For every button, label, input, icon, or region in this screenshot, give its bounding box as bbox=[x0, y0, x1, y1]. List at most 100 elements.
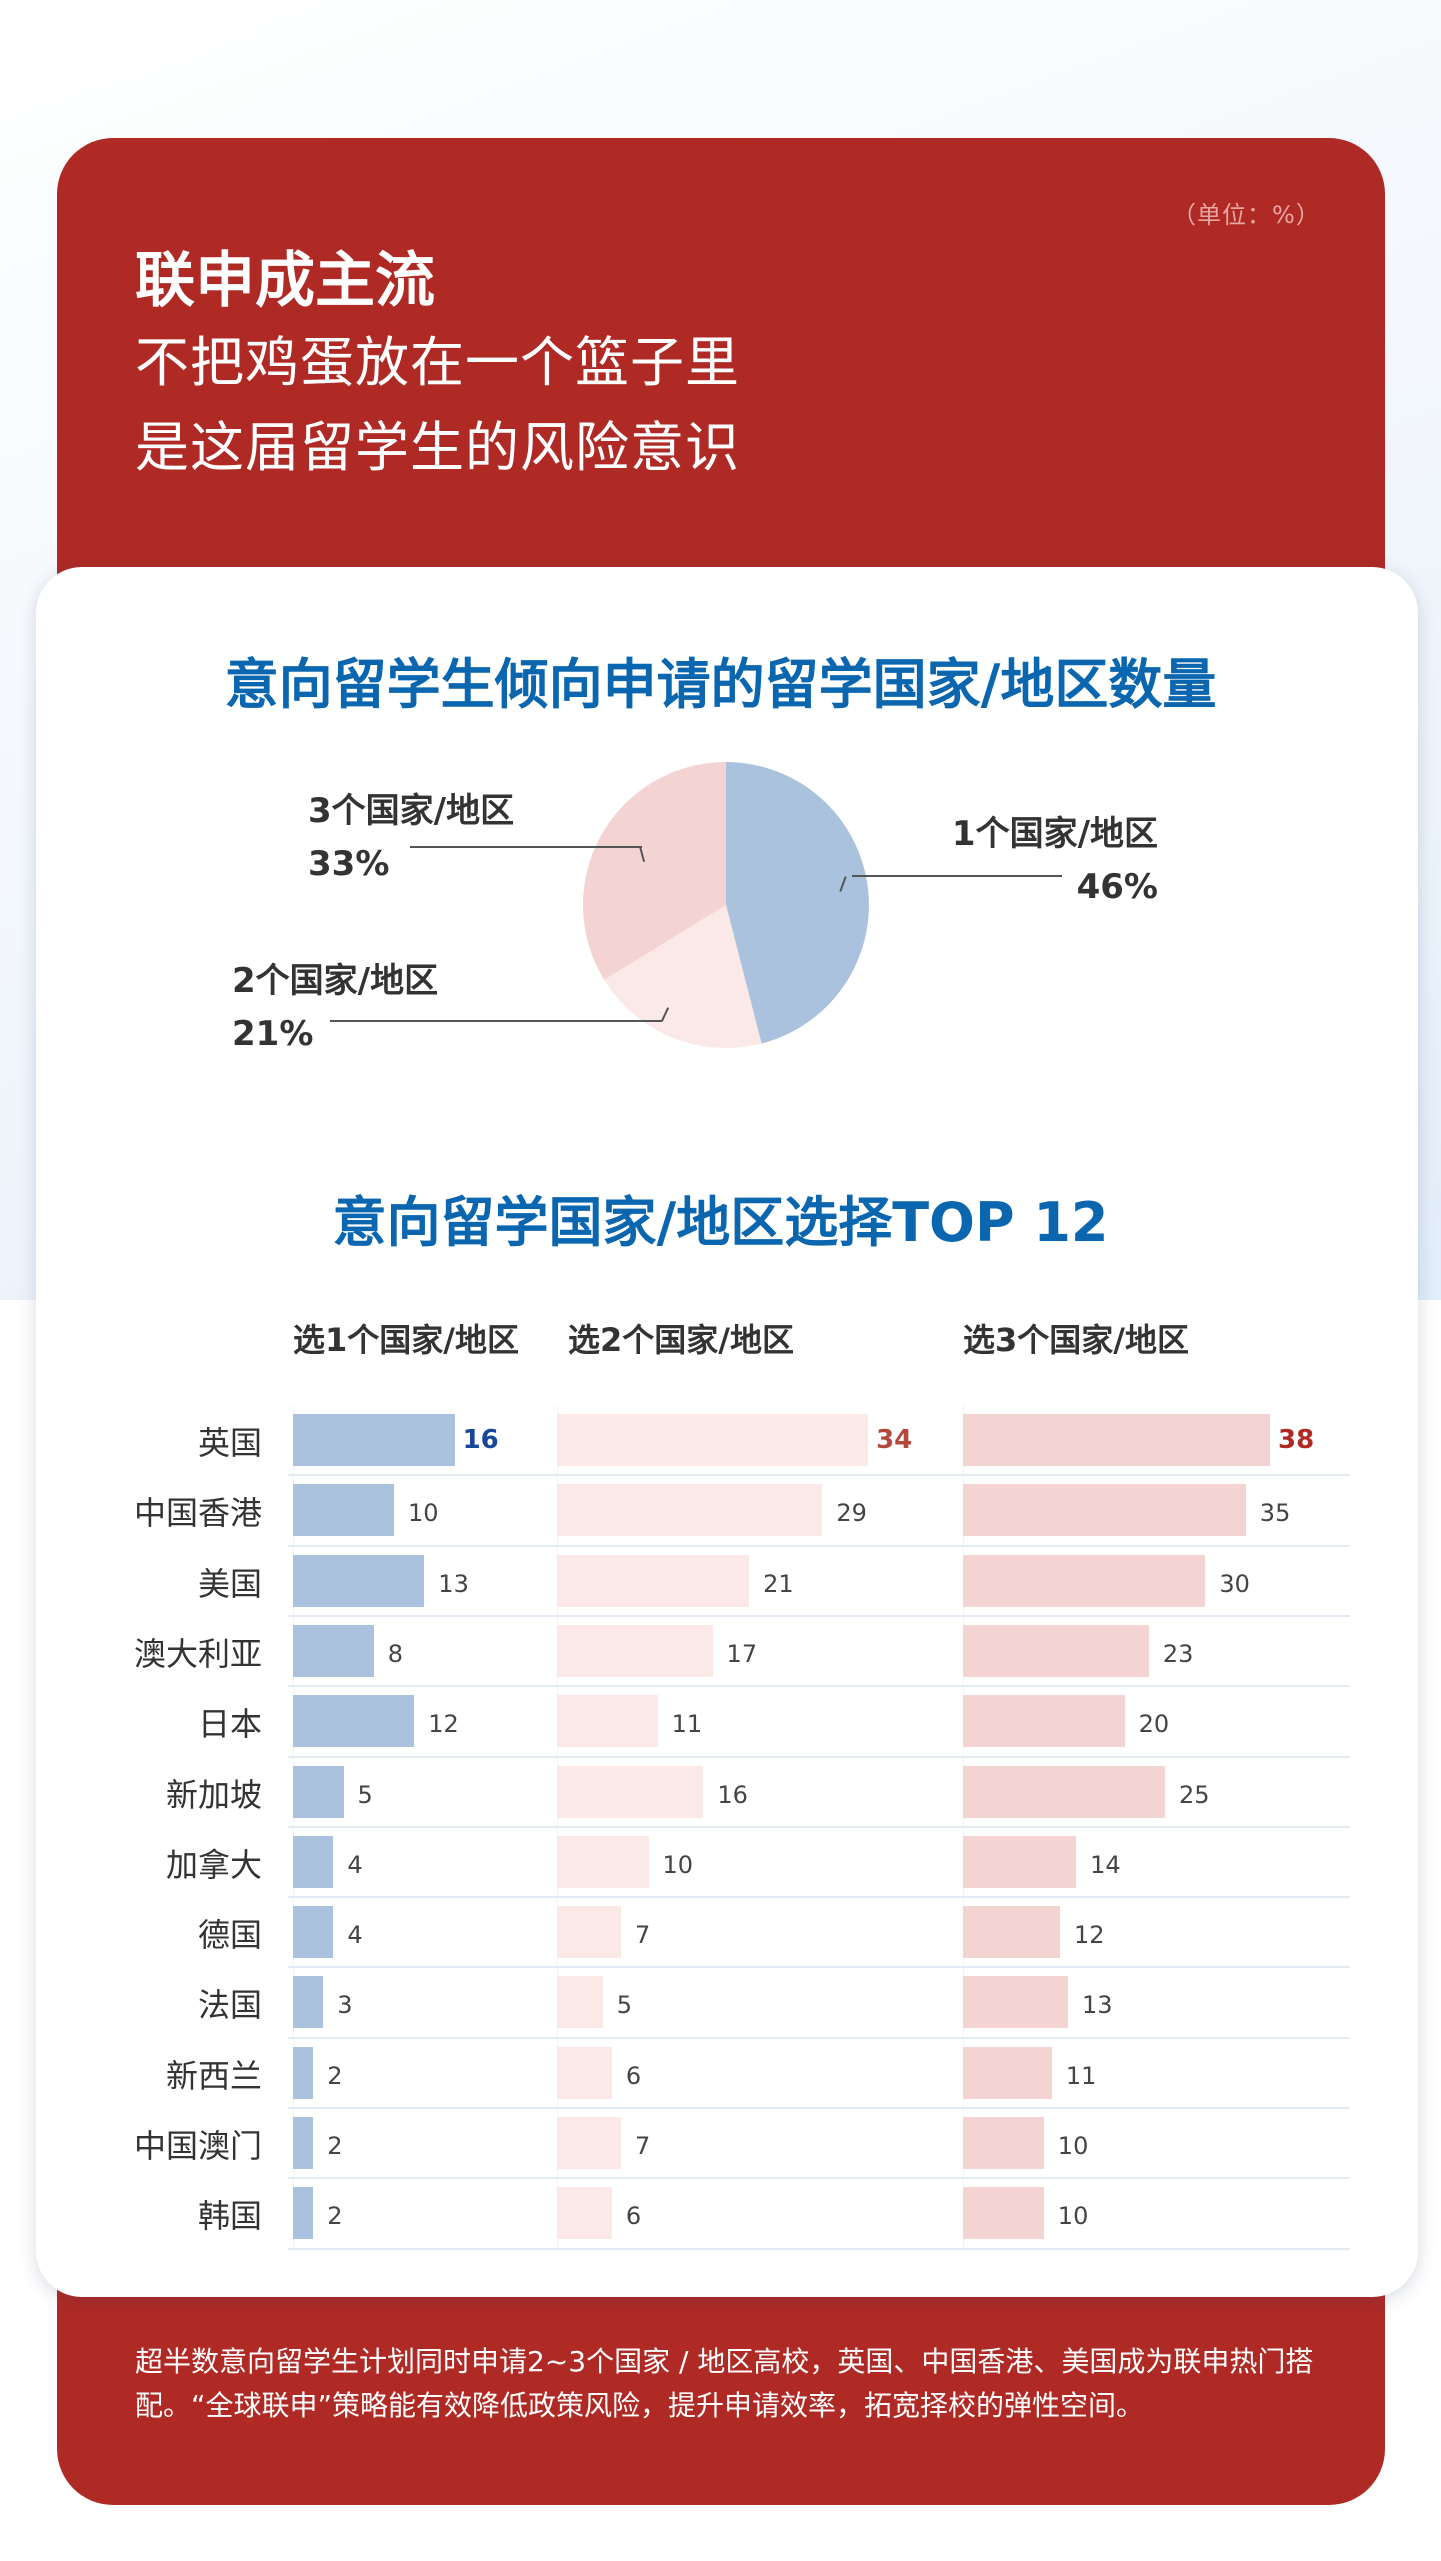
bar bbox=[293, 2187, 314, 2240]
bar bbox=[557, 2046, 612, 2099]
bar bbox=[963, 1835, 1077, 1888]
row-divider bbox=[288, 1685, 1350, 1688]
row-divider bbox=[288, 1755, 1350, 1758]
column-header-one: 选1个国家/地区 bbox=[293, 1321, 519, 1359]
bar bbox=[293, 1765, 344, 1818]
bar-value: 14 bbox=[1090, 1850, 1121, 1879]
pie-slice-one bbox=[726, 762, 869, 1044]
row-label: 澳大利亚 bbox=[133, 1634, 262, 1673]
leader-line-one bbox=[852, 875, 1062, 877]
bar-value: 20 bbox=[1138, 1710, 1170, 1739]
bar-value: 2 bbox=[327, 2132, 343, 2160]
row-label: 韩国 bbox=[197, 2197, 262, 2236]
leader-line-two bbox=[330, 1020, 662, 1022]
bar bbox=[557, 1414, 869, 1466]
bar bbox=[293, 1414, 455, 1466]
row-label: 中国香港 bbox=[133, 1494, 262, 1533]
bar-value: 8 bbox=[387, 1639, 404, 1668]
row-divider bbox=[288, 2177, 1350, 2180]
row-label: 新加坡 bbox=[165, 1775, 262, 1814]
bar-chart-title: 意向留学国家/地区选择TOP 12 bbox=[332, 1191, 1109, 1254]
row-label: 加拿大 bbox=[165, 1845, 262, 1884]
bar-value: 11 bbox=[671, 1710, 703, 1739]
bar bbox=[963, 2187, 1044, 2240]
bar bbox=[557, 2117, 622, 2169]
row-label: 英国 bbox=[197, 1424, 262, 1462]
row-divider bbox=[288, 1966, 1350, 1969]
bar-value: 3 bbox=[337, 1991, 353, 2020]
bar-value: 4 bbox=[347, 1921, 363, 1950]
row-label: 美国 bbox=[197, 1564, 262, 1603]
bar-value: 10 bbox=[1057, 2202, 1089, 2231]
bar-value: 35 bbox=[1259, 1499, 1291, 1528]
bar-value: 5 bbox=[357, 1780, 373, 1809]
bar bbox=[963, 1624, 1149, 1677]
bar-value: 4 bbox=[347, 1850, 363, 1879]
bar bbox=[293, 1976, 324, 2029]
pie-chart-title: 意向留学生倾向申请的留学国家/地区数量 bbox=[224, 653, 1217, 716]
row-divider bbox=[288, 2247, 1350, 2250]
row-divider bbox=[288, 1614, 1350, 1617]
bar bbox=[293, 1695, 415, 1748]
leader-line-three bbox=[410, 846, 642, 848]
bar-value: 13 bbox=[1082, 1991, 1113, 2020]
bar-value: 7 bbox=[635, 2132, 651, 2160]
row-divider bbox=[288, 2036, 1350, 2039]
bar-value: 5 bbox=[616, 1991, 633, 2020]
bar bbox=[963, 1765, 1165, 1818]
bar-value: 21 bbox=[763, 1569, 794, 1598]
row-label: 德国 bbox=[197, 1916, 262, 1955]
bar-value: 10 bbox=[408, 1499, 439, 1528]
row-label: 中国澳门 bbox=[133, 2127, 262, 2165]
bar-value: 23 bbox=[1162, 1639, 1194, 1668]
row-label: 日本 bbox=[197, 1705, 262, 1744]
pie-slice-two bbox=[604, 905, 762, 1048]
bar-value: 2 bbox=[327, 2202, 343, 2231]
bar-value: 16 bbox=[717, 1780, 748, 1809]
column-header-two: 选2个国家/地区 bbox=[568, 1321, 794, 1359]
column-header-three: 选3个国家/地区 bbox=[963, 1321, 1189, 1359]
bar bbox=[963, 2046, 1052, 2099]
bar-value: 29 bbox=[836, 1499, 867, 1528]
pie-label-three: 3个国家/地区 33% bbox=[308, 791, 515, 884]
bar-value: 16 bbox=[462, 1425, 499, 1455]
bar-value: 12 bbox=[1073, 1921, 1105, 1950]
bar bbox=[557, 1554, 750, 1607]
bar bbox=[293, 1835, 334, 1888]
row-divider bbox=[288, 1896, 1350, 1899]
bar bbox=[557, 2187, 612, 2240]
row-divider bbox=[288, 1544, 1350, 1547]
bar-value: 25 bbox=[1179, 1780, 1210, 1809]
bar-value: 34 bbox=[876, 1425, 913, 1455]
bar-value: 7 bbox=[635, 1921, 651, 1950]
row-divider bbox=[288, 1825, 1350, 1828]
bar bbox=[963, 1695, 1125, 1748]
bar bbox=[293, 1906, 334, 1959]
bar bbox=[963, 2117, 1044, 2169]
bar bbox=[557, 1624, 713, 1677]
bar bbox=[557, 1906, 622, 1959]
bar-value: 13 bbox=[438, 1569, 469, 1598]
bar bbox=[293, 2046, 314, 2099]
bar bbox=[557, 1976, 603, 2029]
bar bbox=[557, 1835, 649, 1888]
bar bbox=[963, 1906, 1060, 1959]
bar-value: 6 bbox=[625, 2061, 642, 2090]
row-label: 新西兰 bbox=[165, 2056, 262, 2095]
bar bbox=[293, 2117, 314, 2169]
pie-slice-three bbox=[583, 762, 726, 980]
bar-value: 38 bbox=[1278, 1425, 1315, 1455]
bar bbox=[293, 1554, 425, 1607]
unit-label: （单位：%） bbox=[1172, 201, 1321, 229]
bar-value: 30 bbox=[1219, 1569, 1250, 1598]
bar bbox=[963, 1554, 1206, 1607]
pie-label-two: 2个国家/地区 21% bbox=[232, 961, 439, 1054]
bar bbox=[963, 1414, 1271, 1466]
bar-value: 10 bbox=[662, 1850, 694, 1879]
bar-value: 10 bbox=[1057, 2132, 1089, 2160]
subheadline-line2: 是这届留学生的风险意识 bbox=[135, 416, 740, 479]
headline: 联申成主流 bbox=[135, 246, 435, 316]
bar bbox=[293, 1624, 374, 1677]
summary-text: 超半数意向留学生计划同时申请2~3个国家 / 地区高校，英国、中国香港、美国成为… bbox=[135, 2345, 1314, 2422]
row-label: 法国 bbox=[197, 1986, 262, 2025]
